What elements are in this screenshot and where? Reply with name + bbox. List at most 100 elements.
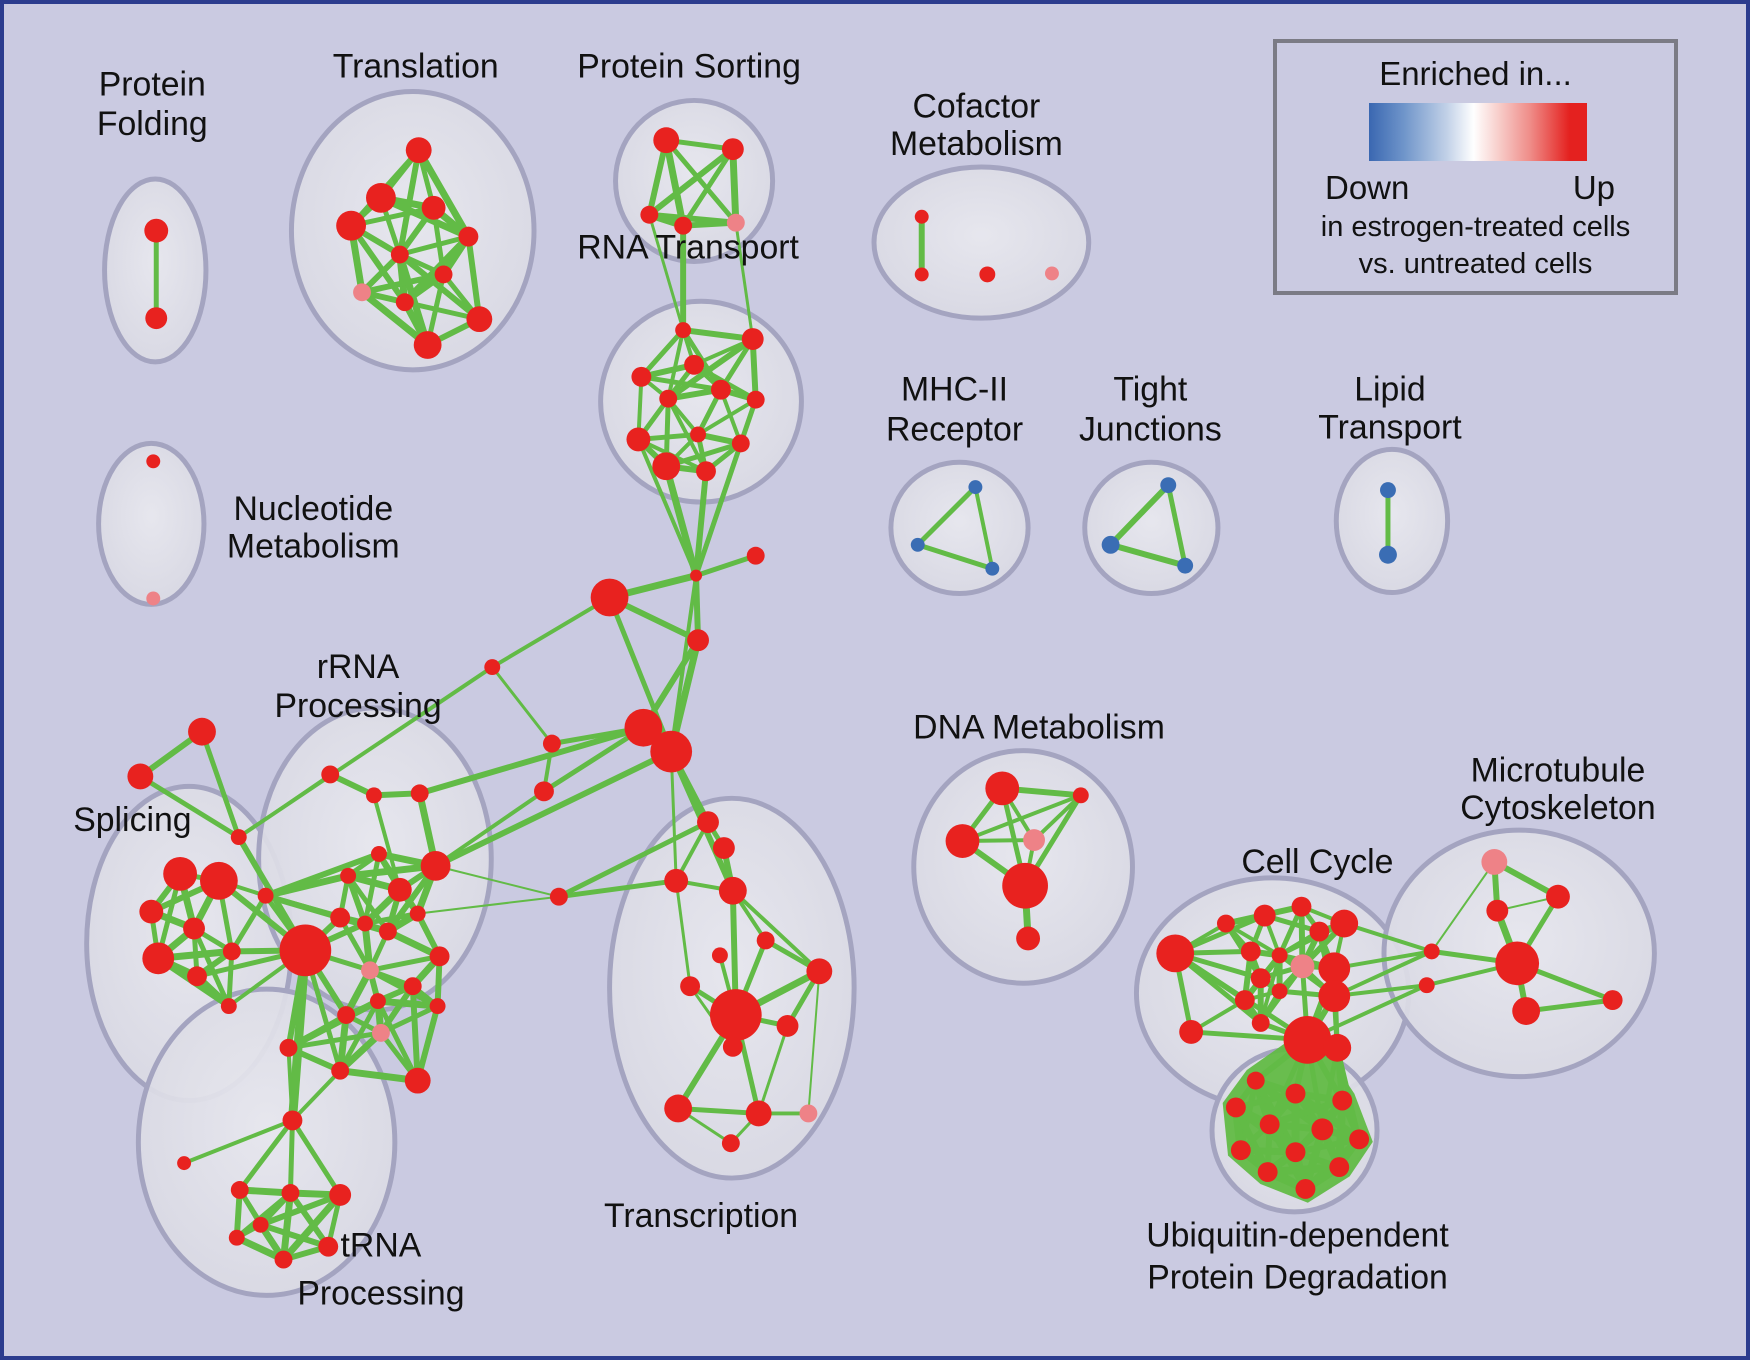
node-rt8[interactable]: [690, 426, 706, 443]
node-c8[interactable]: [534, 781, 554, 802]
node-m8[interactable]: [1602, 990, 1623, 1011]
node-r11[interactable]: [357, 915, 373, 932]
node-s7[interactable]: [187, 966, 207, 987]
node-rt10[interactable]: [731, 434, 750, 453]
node-cc15[interactable]: [1251, 1014, 1270, 1032]
node-c7[interactable]: [542, 734, 561, 753]
node-p2[interactable]: [721, 138, 744, 161]
node-rt2[interactable]: [741, 328, 764, 350]
node-r1[interactable]: [321, 765, 340, 784]
node-rt4[interactable]: [631, 366, 652, 387]
node-pf2[interactable]: [145, 307, 168, 330]
node-tr6[interactable]: [390, 245, 409, 264]
node-s3[interactable]: [139, 899, 164, 924]
node-r14[interactable]: [279, 924, 332, 977]
node-r15[interactable]: [361, 961, 379, 980]
node-r24[interactable]: [371, 1023, 390, 1042]
node-cc8[interactable]: [1271, 947, 1288, 964]
node-s4[interactable]: [183, 917, 205, 940]
node-cc5[interactable]: [1330, 909, 1359, 938]
node-x13[interactable]: [664, 1094, 693, 1123]
node-r10[interactable]: [330, 907, 351, 928]
node-r23[interactable]: [404, 1067, 431, 1094]
node-r2[interactable]: [366, 787, 382, 804]
node-t3[interactable]: [230, 1181, 249, 1199]
node-rt9[interactable]: [626, 427, 651, 452]
node-tj1[interactable]: [1160, 477, 1177, 494]
node-x12[interactable]: [722, 1036, 743, 1057]
node-tr7[interactable]: [434, 265, 453, 284]
node-m1[interactable]: [1481, 849, 1508, 875]
node-cc1[interactable]: [1156, 934, 1195, 973]
node-c5[interactable]: [624, 708, 663, 747]
node-r17[interactable]: [403, 977, 422, 996]
node-s1[interactable]: [163, 856, 198, 891]
node-r21[interactable]: [279, 1038, 298, 1057]
node-cc4[interactable]: [1291, 896, 1312, 917]
node-t7[interactable]: [318, 1236, 339, 1257]
node-cc18[interactable]: [1216, 914, 1235, 933]
node-r8[interactable]: [257, 887, 274, 904]
node-r3[interactable]: [410, 784, 429, 803]
node-s5[interactable]: [222, 942, 241, 961]
node-u2[interactable]: [1285, 1083, 1306, 1104]
node-c2[interactable]: [746, 546, 765, 565]
node-x14[interactable]: [745, 1100, 772, 1127]
node-x11[interactable]: [776, 1015, 799, 1037]
node-x10[interactable]: [709, 989, 762, 1041]
node-d4[interactable]: [1023, 829, 1045, 851]
node-mh1[interactable]: [968, 480, 983, 495]
node-c6[interactable]: [650, 730, 693, 773]
node-u1[interactable]: [1246, 1071, 1265, 1090]
node-p3[interactable]: [640, 205, 659, 224]
node-t5[interactable]: [329, 1184, 352, 1206]
node-c4[interactable]: [687, 629, 709, 652]
node-m6[interactable]: [1418, 977, 1435, 994]
node-m2[interactable]: [1546, 884, 1570, 909]
node-r22[interactable]: [331, 1061, 350, 1080]
node-cc13[interactable]: [1234, 990, 1255, 1011]
node-n1[interactable]: [146, 454, 161, 469]
node-x4[interactable]: [718, 876, 747, 905]
node-s2[interactable]: [199, 861, 238, 900]
node-s8[interactable]: [220, 998, 237, 1015]
node-lp2[interactable]: [1379, 545, 1397, 564]
node-p4[interactable]: [674, 216, 693, 235]
node-g2[interactable]: [127, 763, 154, 790]
node-p5[interactable]: [726, 213, 745, 232]
node-cc10[interactable]: [1318, 952, 1351, 985]
node-rt3[interactable]: [684, 354, 705, 375]
node-cc12[interactable]: [1271, 983, 1288, 1000]
node-cc7[interactable]: [1240, 941, 1261, 962]
node-tr2[interactable]: [366, 182, 396, 213]
node-tr5[interactable]: [458, 226, 479, 247]
node-r20[interactable]: [429, 998, 446, 1015]
node-tr11[interactable]: [413, 331, 442, 359]
node-r7[interactable]: [340, 867, 357, 884]
node-mh3[interactable]: [985, 561, 1000, 576]
node-r13[interactable]: [409, 905, 426, 922]
node-c9[interactable]: [484, 659, 501, 676]
node-m7[interactable]: [1512, 997, 1541, 1025]
node-u4[interactable]: [1225, 1097, 1246, 1118]
node-u12[interactable]: [1295, 1179, 1316, 1199]
node-cf3[interactable]: [979, 266, 996, 283]
node-cf1[interactable]: [914, 209, 929, 224]
node-cc17[interactable]: [1323, 1033, 1352, 1062]
node-g1[interactable]: [188, 717, 216, 746]
node-u10[interactable]: [1257, 1162, 1278, 1183]
node-x6[interactable]: [756, 931, 775, 950]
node-u6[interactable]: [1311, 1118, 1334, 1141]
node-d6[interactable]: [1016, 926, 1041, 951]
node-rt1[interactable]: [675, 322, 692, 339]
node-cc3[interactable]: [1253, 904, 1276, 927]
node-x8[interactable]: [806, 958, 833, 985]
node-t2[interactable]: [177, 1156, 192, 1171]
node-r6[interactable]: [420, 850, 451, 881]
node-r9[interactable]: [387, 877, 412, 902]
node-lp1[interactable]: [1380, 482, 1396, 499]
node-mh2[interactable]: [910, 537, 925, 552]
node-n2[interactable]: [146, 591, 161, 606]
node-r18[interactable]: [369, 993, 386, 1010]
node-c3[interactable]: [590, 578, 629, 617]
